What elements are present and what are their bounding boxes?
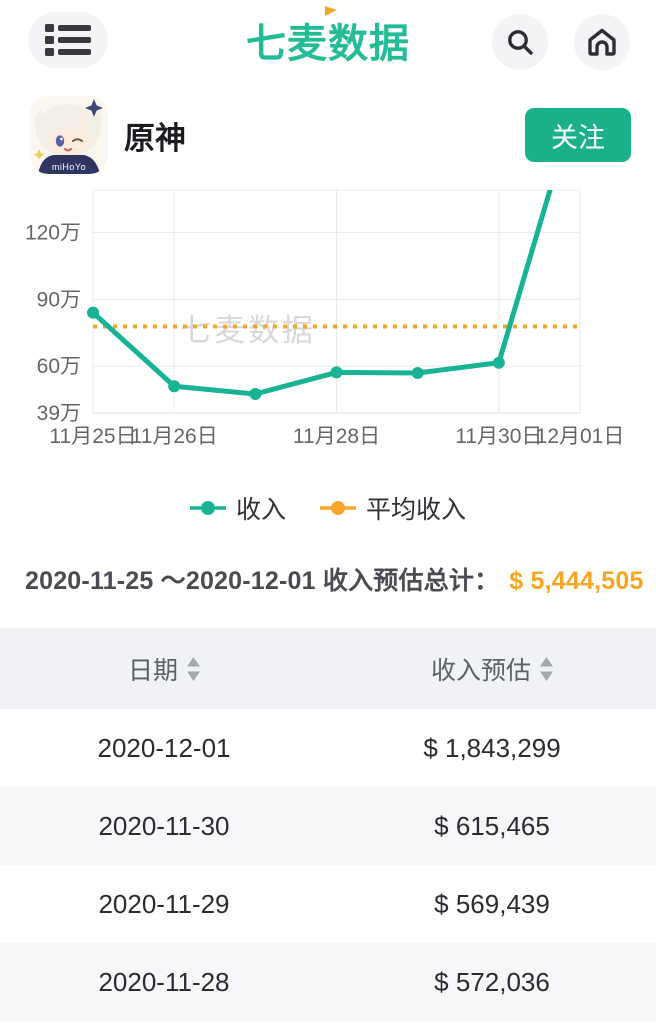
top-bar: 七麦数据: [0, 0, 656, 80]
y-axis-tick-label: 90万: [37, 288, 81, 311]
y-axis-tick-label: 120万: [25, 221, 81, 244]
app-name: 原神: [124, 120, 186, 156]
x-axis-tick-label: 11月28日: [293, 425, 380, 448]
row-revenue: $ 572,036: [434, 966, 550, 997]
home-button[interactable]: [574, 14, 630, 70]
data-point[interactable]: [411, 366, 424, 379]
table-row: 2020-12-01 $ 1,843,299: [0, 709, 656, 787]
average-income-legend-marker-icon: [320, 500, 356, 516]
row-date: 2020-12-01: [97, 732, 231, 763]
chart-legend: 收入 平均收入: [0, 490, 656, 526]
row-date: 2020-11-28: [98, 966, 230, 997]
x-axis-tick-label: 12月01日: [536, 425, 625, 448]
y-axis-tick-label: 39万: [37, 402, 81, 425]
logo-flag-icon: [324, 4, 337, 17]
data-point[interactable]: [168, 380, 181, 393]
search-button[interactable]: [492, 14, 548, 70]
column-header-date[interactable]: 日期: [0, 628, 328, 709]
search-icon: [505, 27, 535, 57]
home-icon: [586, 27, 618, 57]
follow-button[interactable]: 关注: [525, 108, 631, 162]
x-axis-tick-label: 11月26日: [131, 425, 218, 448]
legend-item-average-income[interactable]: 平均收入: [320, 490, 466, 526]
legend-label: 收入: [235, 496, 286, 524]
watermark: 七麦数据: [180, 313, 316, 348]
row-date: 2020-11-30: [98, 810, 230, 841]
revenue-table: 日期 收入预估 2020-12-01 $ 1,843,299 2020-11-30 $…: [0, 628, 656, 1021]
data-point[interactable]: [330, 366, 343, 379]
table-header: 日期 收入预估: [0, 628, 656, 709]
column-header-date-label: 日期: [127, 656, 178, 685]
x-axis-tick-label: 11月30日: [455, 425, 542, 448]
table-row: 2020-11-29 $ 569,439: [0, 865, 656, 943]
brand-logo: 七麦数据: [246, 6, 410, 69]
menu-button[interactable]: [28, 12, 108, 68]
row-revenue: $ 615,465: [434, 810, 550, 841]
revenue-summary: 2020-11-25 ～2020-12-01 收入预估总计： $ 5,444,50…: [25, 561, 645, 597]
data-point[interactable]: [87, 306, 99, 319]
list-icon: [45, 23, 91, 57]
row-revenue: $ 569,439: [434, 888, 550, 919]
legend-item-income[interactable]: 收入: [189, 490, 286, 526]
app-header-row: miHoYo 原神 关注: [0, 92, 656, 178]
sort-icon: [187, 656, 200, 681]
brand-logo-text: 七麦数据: [246, 22, 410, 66]
income-legend-marker-icon: [189, 500, 226, 516]
table-body: 2020-12-01 $ 1,843,299 2020-11-30 $ 615,465…: [0, 709, 656, 1021]
y-axis-tick-label: 60万: [37, 355, 81, 378]
app-icon: miHoYo: [30, 96, 108, 174]
summary-range-label: 2020-11-25 ～2020-12-01 收入预估总计：: [25, 567, 500, 595]
legend-label: 平均收入: [366, 496, 467, 524]
row-revenue: $ 1,843,299: [423, 732, 561, 763]
sort-icon: [540, 656, 553, 681]
column-header-revenue-label: 收入预估: [430, 656, 531, 685]
table-row: 2020-11-28 $ 572,036: [0, 943, 656, 1021]
x-axis-tick-label: 11月25日: [49, 425, 136, 448]
row-date: 2020-11-29: [98, 888, 230, 919]
app-icon-publisher-label: miHoYo: [52, 162, 86, 172]
column-header-revenue[interactable]: 收入预估: [328, 628, 656, 709]
data-point[interactable]: [492, 356, 505, 369]
table-row: 2020-11-30 $ 615,465: [0, 787, 656, 865]
data-point[interactable]: [249, 388, 262, 401]
summary-total-amount: $ 5,444,505: [509, 567, 644, 595]
